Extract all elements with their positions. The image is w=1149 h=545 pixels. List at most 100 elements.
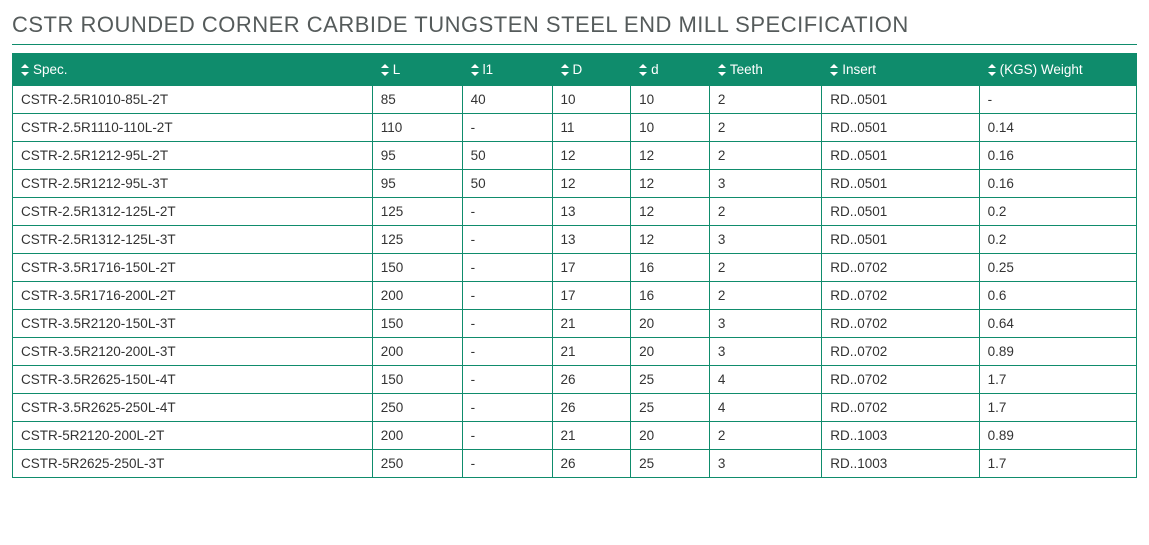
cell-teeth: 4 [709, 394, 821, 422]
spec-table-body: CSTR-2.5R1010-85L-2T854010102RD..0501-CS… [13, 86, 1137, 478]
cell-d: 25 [631, 366, 710, 394]
cell-weight: 0.89 [979, 422, 1136, 450]
cell-L: 125 [372, 198, 462, 226]
sort-icon[interactable] [830, 64, 838, 76]
table-row: CSTR-3.5R2625-250L-4T250-26254RD..07021.… [13, 394, 1137, 422]
cell-L: 125 [372, 226, 462, 254]
cell-insert: RD..0501 [822, 170, 979, 198]
cell-insert: RD..0702 [822, 310, 979, 338]
cell-insert: RD..0702 [822, 282, 979, 310]
col-header-label: (KGS) Weight [1000, 62, 1083, 77]
cell-D: 26 [552, 450, 631, 478]
cell-insert: RD..0501 [822, 114, 979, 142]
cell-d: 10 [631, 86, 710, 114]
cell-spec: CSTR-3.5R2120-150L-3T [13, 310, 373, 338]
cell-insert: RD..0501 [822, 226, 979, 254]
cell-d: 12 [631, 226, 710, 254]
cell-teeth: 3 [709, 450, 821, 478]
sort-icon[interactable] [639, 64, 647, 76]
cell-d: 25 [631, 394, 710, 422]
col-header-label: d [651, 62, 659, 77]
col-header-label: Spec. [33, 62, 68, 77]
page-title: CSTR ROUNDED CORNER CARBIDE TUNGSTEN STE… [12, 12, 1137, 45]
cell-weight: 0.2 [979, 226, 1136, 254]
cell-insert: RD..0702 [822, 338, 979, 366]
table-row: CSTR-5R2120-200L-2T200-21202RD..10030.89 [13, 422, 1137, 450]
cell-spec: CSTR-3.5R1716-150L-2T [13, 254, 373, 282]
cell-D: 26 [552, 394, 631, 422]
cell-l1: - [462, 198, 552, 226]
col-header-l1[interactable]: l1 [462, 54, 552, 86]
cell-D: 12 [552, 142, 631, 170]
table-row: CSTR-2.5R1312-125L-3T125-13123RD..05010.… [13, 226, 1137, 254]
cell-D: 10 [552, 86, 631, 114]
cell-l1: 50 [462, 142, 552, 170]
cell-weight: 0.2 [979, 198, 1136, 226]
cell-D: 17 [552, 282, 631, 310]
col-header-teeth[interactable]: Teeth [709, 54, 821, 86]
cell-teeth: 3 [709, 338, 821, 366]
col-header-spec[interactable]: Spec. [13, 54, 373, 86]
cell-weight: 0.16 [979, 170, 1136, 198]
cell-L: 95 [372, 170, 462, 198]
table-row: CSTR-5R2625-250L-3T250-26253RD..10031.7 [13, 450, 1137, 478]
sort-icon[interactable] [718, 64, 726, 76]
cell-teeth: 2 [709, 282, 821, 310]
sort-icon[interactable] [561, 64, 569, 76]
cell-d: 20 [631, 338, 710, 366]
cell-teeth: 3 [709, 226, 821, 254]
cell-l1: 40 [462, 86, 552, 114]
table-row: CSTR-3.5R1716-150L-2T150-17162RD..07020.… [13, 254, 1137, 282]
cell-l1: - [462, 254, 552, 282]
cell-teeth: 4 [709, 366, 821, 394]
cell-d: 20 [631, 310, 710, 338]
cell-L: 200 [372, 338, 462, 366]
sort-icon[interactable] [471, 64, 479, 76]
cell-insert: RD..0702 [822, 366, 979, 394]
cell-spec: CSTR-2.5R1312-125L-3T [13, 226, 373, 254]
cell-d: 12 [631, 198, 710, 226]
cell-D: 13 [552, 226, 631, 254]
cell-teeth: 2 [709, 254, 821, 282]
table-row: CSTR-3.5R1716-200L-2T200-17162RD..07020.… [13, 282, 1137, 310]
cell-teeth: 2 [709, 198, 821, 226]
cell-insert: RD..0702 [822, 254, 979, 282]
cell-weight: 0.16 [979, 142, 1136, 170]
col-header-weight[interactable]: (KGS) Weight [979, 54, 1136, 86]
cell-teeth: 2 [709, 86, 821, 114]
table-row: CSTR-2.5R1110-110L-2T110-11102RD..05010.… [13, 114, 1137, 142]
cell-d: 12 [631, 142, 710, 170]
sort-icon[interactable] [988, 64, 996, 76]
col-header-d[interactable]: d [631, 54, 710, 86]
table-row: CSTR-3.5R2625-150L-4T150-26254RD..07021.… [13, 366, 1137, 394]
sort-icon[interactable] [21, 64, 29, 76]
cell-L: 200 [372, 282, 462, 310]
cell-l1: - [462, 226, 552, 254]
col-header-insert[interactable]: Insert [822, 54, 979, 86]
sort-icon[interactable] [381, 64, 389, 76]
cell-insert: RD..0501 [822, 86, 979, 114]
cell-l1: - [462, 338, 552, 366]
cell-D: 13 [552, 198, 631, 226]
col-header-label: D [573, 62, 583, 77]
cell-d: 20 [631, 422, 710, 450]
col-header-D[interactable]: D [552, 54, 631, 86]
cell-spec: CSTR-2.5R1010-85L-2T [13, 86, 373, 114]
cell-weight: 0.25 [979, 254, 1136, 282]
cell-L: 110 [372, 114, 462, 142]
cell-L: 85 [372, 86, 462, 114]
cell-spec: CSTR-3.5R2625-250L-4T [13, 394, 373, 422]
cell-insert: RD..1003 [822, 450, 979, 478]
cell-D: 12 [552, 170, 631, 198]
cell-l1: - [462, 422, 552, 450]
cell-weight: 0.14 [979, 114, 1136, 142]
cell-D: 21 [552, 422, 631, 450]
cell-D: 17 [552, 254, 631, 282]
cell-d: 25 [631, 450, 710, 478]
col-header-L[interactable]: L [372, 54, 462, 86]
cell-insert: RD..1003 [822, 422, 979, 450]
cell-teeth: 3 [709, 310, 821, 338]
cell-l1: - [462, 366, 552, 394]
cell-L: 250 [372, 394, 462, 422]
spec-table-head: Spec. Ll1 Dd TeethInsert (KGS) Weight [13, 54, 1137, 86]
